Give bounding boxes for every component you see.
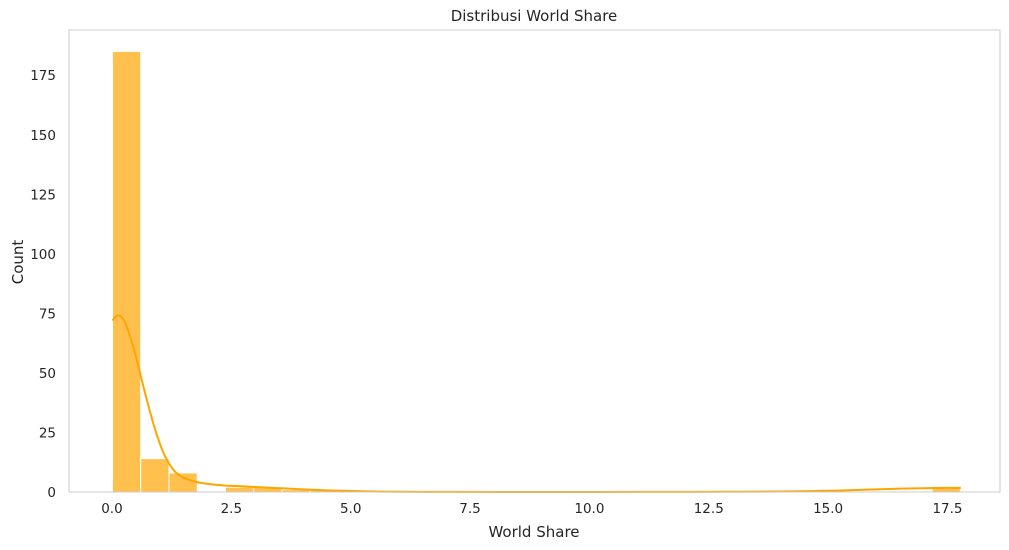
y-tick-label: 150 [30,128,56,144]
chart-title: Distribusi World Share [451,7,618,25]
y-tick-label: 125 [30,187,56,203]
y-tick-label: 0 [47,485,56,501]
y-tick-label: 175 [30,68,56,84]
x-tick-label: 17.5 [932,501,962,517]
x-tick-label: 5.0 [340,501,361,517]
y-axis-ticks: 0 25 50 75 100 125 150 175 [30,68,56,501]
histogram-bar [111,50,142,493]
plot-frame [68,29,1001,493]
histogram-bar [140,458,170,493]
histogram-bar [225,486,255,493]
x-tick-label: 0.0 [101,501,122,517]
x-axis-label: World Share [488,523,579,541]
x-axis-ticks: 0.0 2.5 5.0 7.5 10.0 12.5 15.0 17.5 [101,501,962,517]
x-tick-label: 7.5 [459,501,480,517]
kde-curve [111,314,961,493]
x-tick-label: 10.0 [574,501,604,517]
y-tick-label: 75 [39,306,56,322]
y-tick-label: 25 [39,425,56,441]
y-tick-label: 100 [30,247,56,263]
x-tick-label: 12.5 [694,501,724,517]
y-axis-label: Count [9,240,27,285]
histogram-bars [111,50,961,493]
histogram-bar [168,472,198,493]
x-tick-label: 2.5 [221,501,242,517]
y-tick-label: 50 [39,366,56,382]
x-tick-label: 15.0 [813,501,843,517]
